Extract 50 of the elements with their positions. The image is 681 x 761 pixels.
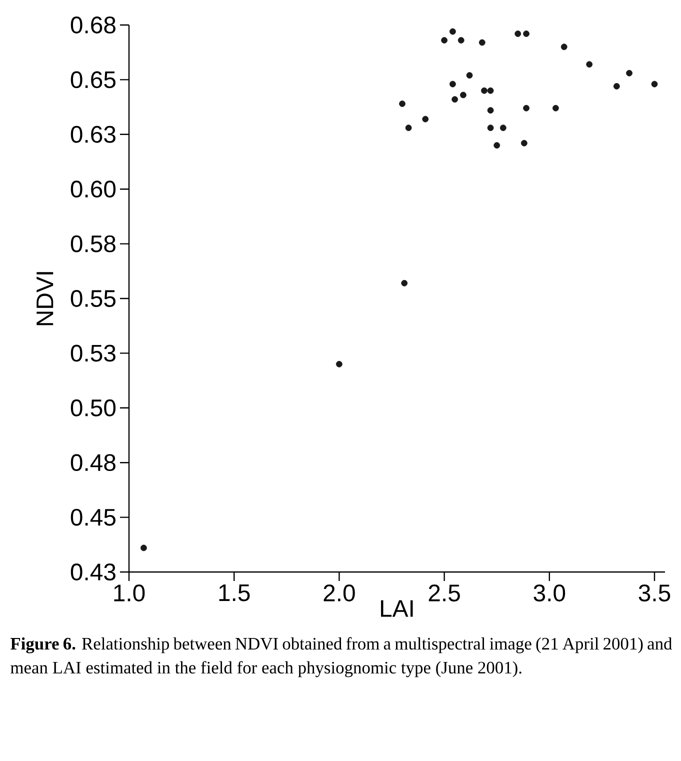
x-axis-title: LAI: [381, 600, 413, 617]
point: [494, 142, 500, 149]
y-tick-label: 0.48: [70, 454, 116, 472]
point: [487, 87, 494, 94]
point: [401, 280, 408, 286]
point: [460, 92, 466, 98]
point: [466, 72, 473, 79]
point: [500, 124, 506, 132]
x-tick-label: 1.0: [114, 584, 145, 602]
point: [450, 80, 456, 88]
x-tick-label: 2.5: [428, 584, 460, 602]
point: [487, 124, 494, 132]
y-tick-label: 0.43: [70, 564, 116, 580]
point: [336, 360, 342, 368]
y-axis-title: NDVI: [36, 272, 54, 326]
y-tick-label: 0.58: [70, 235, 116, 252]
point: [560, 44, 568, 50]
point: [481, 87, 488, 94]
point: [405, 124, 412, 132]
point: [514, 30, 522, 37]
point: [478, 39, 486, 46]
x-tick-label: 2.0: [324, 584, 355, 602]
y-tick-label: 0.45: [70, 508, 116, 526]
point: [458, 37, 464, 44]
point: [586, 61, 593, 68]
point: [140, 544, 147, 552]
y-tick-label: 0.53: [70, 344, 116, 362]
y-tick-label: 0.55: [70, 290, 116, 307]
point: [487, 107, 494, 114]
y-tick-label: 0.65: [70, 71, 116, 88]
x-tick-label: 3.0: [534, 584, 566, 602]
point: [520, 140, 528, 146]
point: [422, 116, 429, 122]
point: [552, 104, 559, 112]
point: [626, 70, 632, 76]
point: [441, 37, 448, 44]
text: Figure 6. Relationship between NDVI obtained from a multispectral image (21 April 2001) and mean LAI estimated in the field for each physiognomic type (June 2001).: [10, 637, 672, 678]
point: [399, 100, 406, 107]
y-tick-label: 0.60: [70, 180, 116, 198]
point: [613, 83, 620, 90]
y-tick-label: 0.50: [70, 399, 116, 416]
point: [523, 30, 530, 37]
point: [651, 80, 658, 88]
point: [523, 104, 530, 112]
x-tick-label: 1.5: [219, 584, 250, 602]
point: [452, 96, 458, 103]
x-tick-label: 3.5: [638, 584, 670, 602]
point: [450, 28, 456, 35]
y-tick-label: 0.68: [70, 16, 116, 34]
y-tick-label: 0.63: [70, 126, 116, 143]
